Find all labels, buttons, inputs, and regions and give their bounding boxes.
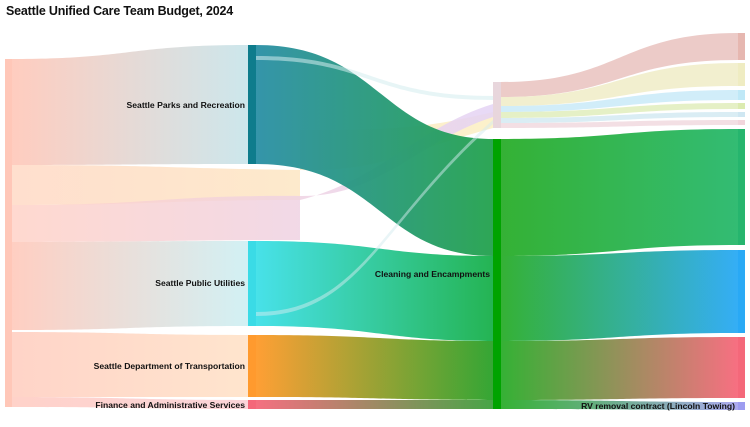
link-mid-to-o2 — [501, 63, 738, 106]
diagram-title: Seattle Unified Care Team Budget, 2024 — [6, 4, 233, 18]
link-sdot-to-cleaning — [256, 335, 493, 400]
node-bar-fas — [248, 400, 256, 409]
node-label-spu: Seattle Public Utilities — [155, 278, 245, 288]
link-spu-to-cleaning — [256, 241, 493, 341]
node-bar-spu — [248, 241, 256, 326]
link-mid-to-o4 — [501, 103, 738, 118]
node-bar-mid-small — [493, 82, 501, 128]
node-bar-big-1 — [738, 129, 745, 245]
link-cleaning-to-big2 — [501, 250, 738, 341]
link-source-to-other-purple — [12, 104, 493, 242]
node-bar-out-5 — [738, 112, 745, 117]
node-label-rv: RV removal contract (Lincoln Towing) — [581, 401, 735, 411]
node-bar-big-2 — [738, 250, 745, 333]
link-source-to-parks — [12, 45, 248, 165]
link-mid-to-o1 — [501, 33, 738, 97]
node-label-fas: Finance and Administrative Services — [95, 400, 245, 410]
link-source-to-sdot — [12, 332, 248, 397]
link-mid-to-o3 — [501, 90, 738, 112]
node-bar-out-6 — [738, 120, 745, 125]
node-label-sdot: Seattle Department of Transportation — [94, 361, 245, 371]
link-cleaning-to-big1 — [501, 129, 738, 256]
link-parks-to-cleaning — [256, 45, 493, 256]
node-bar-out-1 — [738, 33, 745, 60]
node-bar-big-3 — [738, 337, 745, 398]
link-source-to-spu — [12, 241, 248, 330]
node-bar-out-3 — [738, 90, 745, 100]
link-mid-to-o6 — [501, 120, 738, 128]
node-bar-cleaning — [493, 139, 501, 409]
link-cleaning-to-rv — [501, 400, 738, 410]
node-bar-sdot — [248, 335, 256, 397]
node-label-cleaning: Cleaning and Encampments — [375, 269, 490, 279]
link-fas-to-cleaning — [256, 400, 493, 409]
link-faint-1 — [256, 56, 493, 100]
node-bar-parks — [248, 45, 256, 164]
node-bar-rv — [738, 402, 745, 410]
link-mid-to-o5 — [501, 112, 738, 123]
node-bar-out-2 — [738, 63, 745, 86]
node-label-parks: Seattle Parks and Recreation — [127, 100, 245, 110]
link-source-to-fas — [12, 397, 248, 409]
node-bar-out-4 — [738, 103, 745, 109]
node-bar-source — [5, 59, 12, 407]
link-cleaning-to-big3 — [501, 337, 738, 400]
